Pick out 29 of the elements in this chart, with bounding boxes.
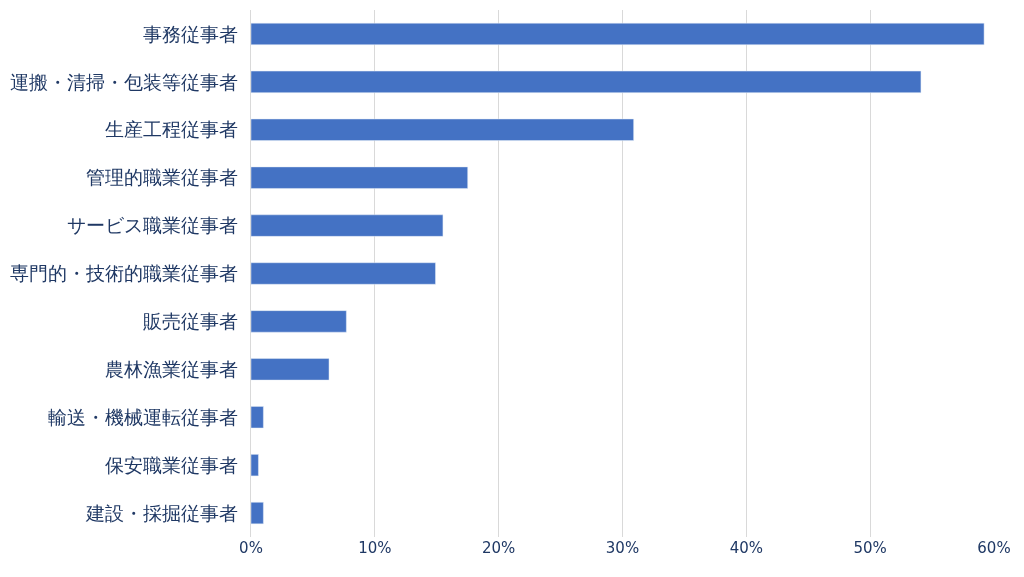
y-tick-label: 運搬・清掃・包装等従事者 [10,70,239,93]
x-tick-label: 60% [977,539,1011,557]
x-tick-label: 50% [853,539,887,557]
bar [251,310,347,333]
bar [251,70,922,93]
y-tick-label: 保安職業従事者 [105,453,239,476]
bar [251,262,436,285]
bar [251,118,634,141]
bar [251,166,468,189]
x-tick-label: 0% [239,539,263,557]
y-tick-label: 農林漁業従事者 [105,357,239,380]
bar [251,22,985,45]
y-tick-label: 販売従事者 [143,310,239,333]
bar [251,214,444,237]
y-tick-label: 生産工程従事者 [105,118,239,141]
y-tick-label: サービス職業従事者 [67,214,239,237]
y-tick-label: 建設・採掘従事者 [85,501,239,524]
x-tick-label: 30% [605,539,640,557]
y-tick-label: 輸送・機械運転従事者 [48,405,239,428]
y-tick-label: 管理的職業従事者 [86,166,239,189]
y-tick-label: 専門的・技術的職業従事者 [10,262,239,285]
x-tick-label: 10% [358,539,392,557]
y-tick-label: 事務従事者 [143,22,239,45]
x-tick-label: 40% [729,539,763,557]
x-tick-label: 20% [482,539,516,557]
bar [251,358,330,381]
bar [251,454,259,477]
bar [251,502,264,525]
bar [251,406,264,429]
